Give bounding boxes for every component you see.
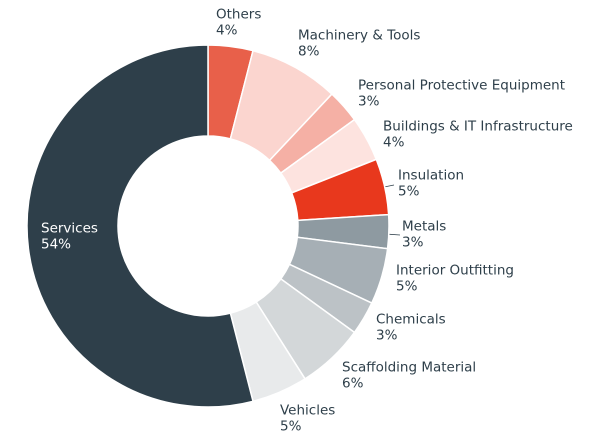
slice-value-label: 3% xyxy=(376,328,398,344)
slice-label: Vehicles xyxy=(280,403,335,419)
slice-value-label: 3% xyxy=(402,235,424,251)
slice-value-label: 5% xyxy=(396,279,418,295)
slice-label: Interior Outfitting xyxy=(396,263,514,279)
slice-label: Chemicals xyxy=(376,312,446,328)
slice-label: Others xyxy=(216,7,261,23)
slice-value-label: 4% xyxy=(216,23,238,39)
slice-value-label: 8% xyxy=(298,44,320,60)
slice-label: Insulation xyxy=(398,168,464,184)
slice-value-label: 3% xyxy=(358,94,380,110)
slice-label: Scaffolding Material xyxy=(342,360,476,376)
slice-value-label: 5% xyxy=(280,419,302,435)
slice-label: Personal Protective Equipment xyxy=(358,78,565,94)
donut-slice xyxy=(26,44,254,408)
slice-label: Buildings & IT Infrastructure xyxy=(383,119,573,135)
slice-value-label: 6% xyxy=(342,376,364,392)
slice-label: Services xyxy=(41,221,98,237)
slice-value-label: 5% xyxy=(398,184,420,200)
slice-label: Metals xyxy=(402,219,446,235)
slice-label: Machinery & Tools xyxy=(298,28,420,44)
slice-value-label: 4% xyxy=(383,135,405,151)
slice-value-label: 54% xyxy=(41,237,71,253)
